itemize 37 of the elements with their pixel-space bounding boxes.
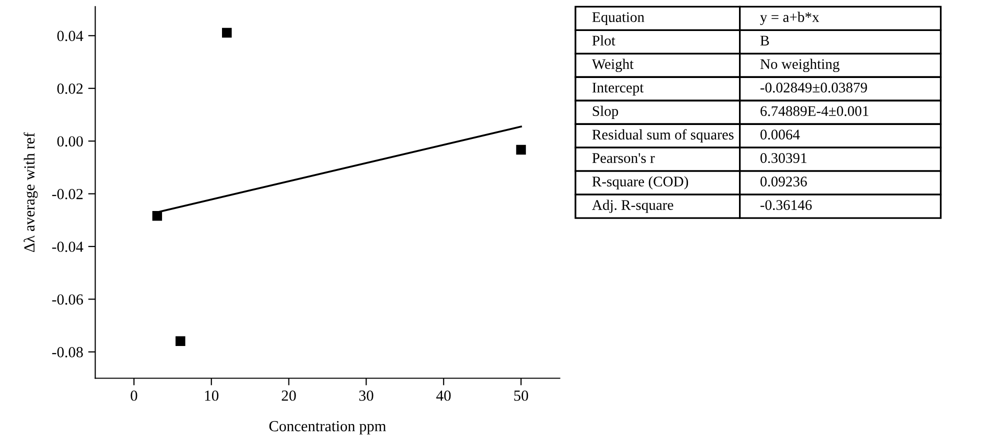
text: Weight bbox=[592, 58, 634, 72]
y-tick-label: 0.02 bbox=[57, 84, 83, 94]
x-tick-label: 50 bbox=[514, 390, 528, 401]
x-axis-title: Concentration ppm bbox=[269, 421, 386, 434]
text: Slop bbox=[592, 106, 618, 119]
y-tick-label: -0.02 bbox=[52, 188, 83, 200]
text: 0.09236 bbox=[760, 176, 807, 187]
text: 6.74889E-4±0.001 bbox=[760, 106, 868, 116]
x-tick-label: 30 bbox=[359, 390, 374, 401]
text: -0.02849±0.03879 bbox=[760, 82, 867, 93]
text: Adj. R-square bbox=[592, 200, 674, 213]
text: y = a+b*x bbox=[760, 12, 820, 26]
text: Plot bbox=[592, 35, 616, 46]
text: Intercept bbox=[592, 82, 644, 96]
point bbox=[176, 336, 186, 346]
text: No weighting bbox=[760, 58, 840, 72]
point bbox=[516, 144, 526, 155]
text: R-square (COD) bbox=[592, 176, 688, 190]
text: Pearson's r bbox=[592, 153, 655, 163]
text: 0.0064 bbox=[760, 130, 800, 140]
x-tick-label: 40 bbox=[436, 390, 451, 401]
x-tick-label: 10 bbox=[205, 390, 218, 401]
text: Equation bbox=[592, 12, 644, 26]
y-tick-label: 0.00 bbox=[57, 136, 83, 147]
point bbox=[152, 211, 162, 221]
y-axis-title: Δλ average with ref bbox=[24, 132, 38, 252]
text: B bbox=[760, 36, 769, 46]
point bbox=[222, 28, 232, 38]
text: 0.30391 bbox=[760, 153, 806, 164]
text: Residual sum of squares bbox=[592, 129, 734, 143]
x-tick-label: 20 bbox=[282, 390, 296, 401]
y-tick-label: -0.08 bbox=[52, 347, 83, 358]
text: -0.36146 bbox=[760, 200, 812, 210]
y-tick-label: 0.04 bbox=[57, 30, 84, 42]
y-tick-label: -0.04 bbox=[52, 242, 84, 252]
y-tick-label: -0.06 bbox=[52, 294, 83, 305]
x-tick-label: 0 bbox=[130, 390, 138, 401]
